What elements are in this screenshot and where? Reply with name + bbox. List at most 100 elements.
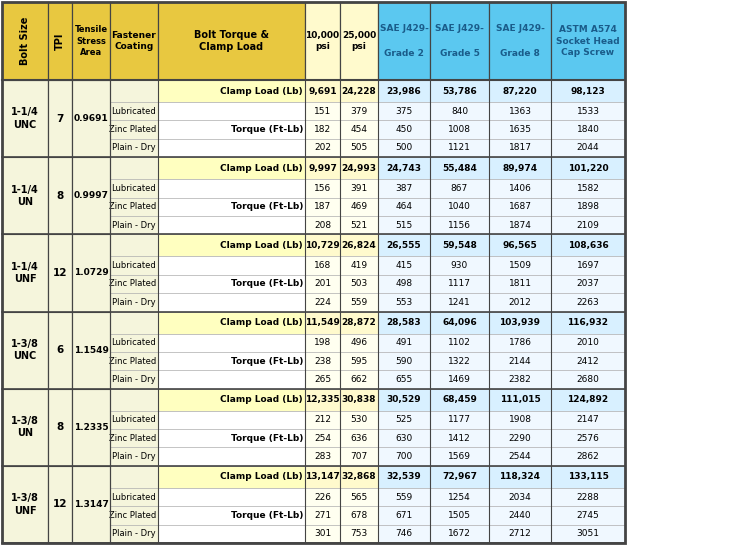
Bar: [489, 525, 551, 543]
Text: 387: 387: [395, 184, 412, 193]
Bar: [305, 370, 340, 389]
Text: Torque (Ft-Lb): Torque (Ft-Lb): [231, 434, 303, 443]
Bar: [158, 157, 305, 179]
Text: 1786: 1786: [508, 338, 531, 347]
Text: 2745: 2745: [576, 511, 599, 520]
Text: 0.9691: 0.9691: [74, 114, 109, 123]
Bar: [340, 2, 378, 80]
Text: ASTM A574
Socket Head
Cap Screw: ASTM A574 Socket Head Cap Screw: [556, 26, 620, 57]
Bar: [305, 216, 340, 234]
Text: 2109: 2109: [576, 221, 599, 229]
Text: 212: 212: [314, 415, 331, 425]
Text: 98,123: 98,123: [571, 87, 605, 95]
Text: 1322: 1322: [448, 356, 471, 366]
Bar: [158, 506, 305, 525]
Bar: [72, 389, 110, 411]
Bar: [110, 80, 158, 102]
Bar: [2, 80, 48, 102]
Bar: [430, 334, 489, 352]
Text: 96,565: 96,565: [503, 241, 537, 250]
Bar: [551, 506, 625, 525]
Text: 1505: 1505: [448, 511, 471, 520]
Bar: [110, 370, 158, 389]
Bar: [430, 256, 489, 275]
Text: 590: 590: [395, 356, 412, 366]
Bar: [340, 312, 378, 334]
Text: 2290: 2290: [508, 434, 531, 443]
Bar: [305, 466, 340, 488]
Bar: [378, 312, 430, 334]
Text: 1811: 1811: [508, 280, 531, 288]
Bar: [430, 102, 489, 120]
Text: Fastener
Coating: Fastener Coating: [112, 31, 157, 51]
Text: 28,872: 28,872: [341, 318, 376, 327]
Text: 1406: 1406: [508, 184, 531, 193]
Bar: [340, 234, 378, 256]
Bar: [378, 334, 430, 352]
Bar: [158, 525, 305, 543]
Bar: [72, 157, 110, 179]
Bar: [430, 216, 489, 234]
Text: 454: 454: [350, 125, 367, 134]
Bar: [340, 120, 378, 139]
Text: Lubricated: Lubricated: [112, 107, 156, 116]
Bar: [110, 216, 158, 234]
Bar: [305, 312, 340, 334]
Bar: [340, 447, 378, 466]
Bar: [340, 370, 378, 389]
Bar: [340, 389, 378, 411]
Bar: [551, 370, 625, 389]
Bar: [110, 466, 158, 488]
Text: 1-3/8
UNF: 1-3/8 UNF: [11, 493, 39, 516]
Bar: [430, 312, 489, 334]
Text: 1156: 1156: [448, 221, 471, 229]
Text: 1254: 1254: [448, 493, 471, 501]
Text: 1533: 1533: [576, 107, 599, 116]
Bar: [551, 197, 625, 216]
Bar: [489, 256, 551, 275]
Text: 464: 464: [395, 202, 412, 211]
Text: 559: 559: [395, 493, 412, 501]
Text: Lubricated: Lubricated: [112, 415, 156, 425]
Bar: [378, 293, 430, 312]
Bar: [430, 370, 489, 389]
Bar: [378, 80, 430, 102]
Text: Clamp Load (Lb): Clamp Load (Lb): [220, 164, 303, 173]
Text: 24,993: 24,993: [341, 164, 376, 173]
Bar: [110, 120, 158, 139]
Bar: [110, 293, 158, 312]
Bar: [158, 293, 305, 312]
Text: 238: 238: [314, 356, 331, 366]
Bar: [430, 429, 489, 447]
Bar: [305, 2, 340, 80]
Text: 1817: 1817: [508, 143, 531, 153]
Bar: [158, 234, 305, 256]
Text: 2862: 2862: [576, 452, 599, 461]
Text: 2037: 2037: [576, 280, 599, 288]
Bar: [489, 506, 551, 525]
Bar: [305, 411, 340, 429]
Bar: [2, 389, 48, 466]
Bar: [305, 120, 340, 139]
Bar: [430, 506, 489, 525]
Bar: [489, 334, 551, 352]
Text: 265: 265: [314, 375, 331, 384]
Bar: [158, 389, 305, 411]
Text: 1-1/4
UNF: 1-1/4 UNF: [11, 262, 39, 284]
Bar: [378, 352, 430, 370]
Bar: [158, 157, 305, 179]
Text: 208: 208: [314, 221, 331, 229]
Bar: [340, 293, 378, 312]
Bar: [489, 411, 551, 429]
Bar: [551, 120, 625, 139]
Text: Clamp Load (Lb): Clamp Load (Lb): [220, 318, 303, 327]
Text: 753: 753: [350, 529, 367, 538]
Text: 415: 415: [395, 261, 412, 270]
Text: 13,147: 13,147: [305, 473, 340, 481]
Bar: [2, 80, 48, 157]
Bar: [110, 139, 158, 157]
Text: SAE J429-

Grade 2: SAE J429- Grade 2: [380, 24, 429, 58]
Bar: [378, 256, 430, 275]
Bar: [551, 179, 625, 197]
Bar: [551, 293, 625, 312]
